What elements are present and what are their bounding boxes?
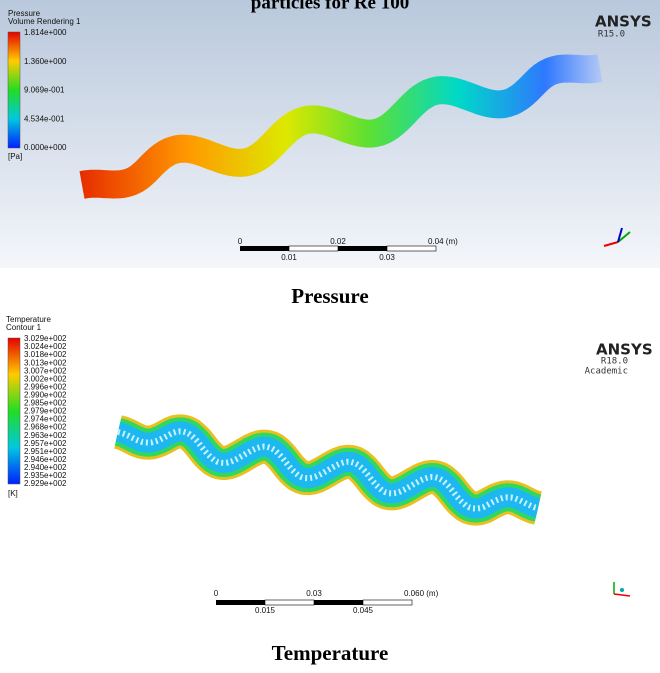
legend-value: 2.929e+002 <box>24 479 67 488</box>
logo: ANSYS <box>595 13 652 31</box>
legend-subtitle: Contour 1 <box>6 323 42 332</box>
scale-label: 0.015 <box>255 606 276 615</box>
caption: Pressure <box>291 284 368 308</box>
logo-edition: Academic <box>585 367 628 377</box>
figure: particles for Re 100 Pressure Volume Ren… <box>0 0 660 668</box>
legend-value: 1.360e+000 <box>24 57 67 66</box>
scale-label: 0 <box>238 237 243 246</box>
scale-label: 0 <box>214 589 219 598</box>
logo-version: R15.0 <box>598 30 625 40</box>
axis-triad <box>614 582 630 596</box>
scale-bar <box>216 600 412 605</box>
legend-value: 9.069e-001 <box>24 86 65 95</box>
scale-label: 0.02 <box>330 237 346 246</box>
color-bar <box>8 338 20 484</box>
legend-value: 1.814e+000 <box>24 28 67 37</box>
scale-label: 0.03 <box>306 589 322 598</box>
legend-value: 0.000e+000 <box>24 143 67 152</box>
legend-subtitle: Volume Rendering 1 <box>8 17 81 26</box>
legend-unit: [Pa] <box>8 152 22 161</box>
legend-values: 3.029e+0023.024e+0023.018e+0023.013e+002… <box>24 334 67 488</box>
caption: Temperature <box>272 641 389 665</box>
scale-label: 0.03 <box>379 253 395 262</box>
scale-label: 0.01 <box>281 253 297 262</box>
scale-label: 0.045 <box>353 606 374 615</box>
scale-bar <box>240 246 436 251</box>
logo-version: R18.0 <box>601 357 628 367</box>
figure-page: particles for Re 100 Pressure Volume Ren… <box>0 0 660 668</box>
legend-unit: [K] <box>8 489 18 498</box>
color-bar <box>8 32 20 148</box>
top-caption: particles for Re 100 <box>251 0 409 13</box>
scale-label: 0.060 (m) <box>404 589 439 598</box>
scale-label: 0.04 (m) <box>428 237 458 246</box>
legend-value: 4.534e-001 <box>24 114 65 123</box>
